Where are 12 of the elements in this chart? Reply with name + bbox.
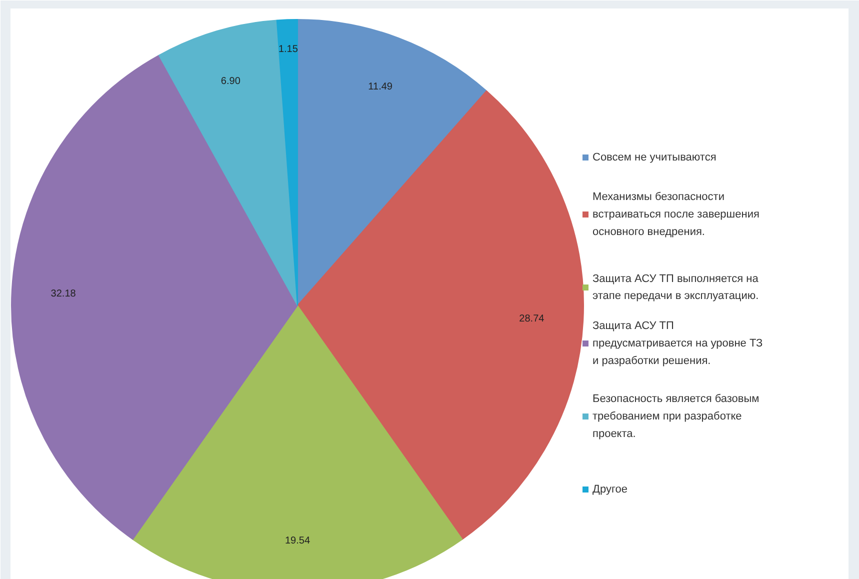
data-label: 32.18 <box>50 288 76 300</box>
data-label: 6.90 <box>220 76 241 88</box>
legend-label: Другое <box>592 484 628 496</box>
data-label: 11.49 <box>368 82 393 93</box>
data-label: 28.74 <box>519 314 545 325</box>
legend-label: Механизмы безопасности встраиваться после завершения основного внедрения. <box>592 191 760 238</box>
data-label: 1.15 <box>278 44 298 55</box>
legend-label: Совсем не учитываются <box>592 152 716 164</box>
legend-label: Защита АСУ ТП предусматривается на уровне ТЗ и разработки решения. <box>592 320 764 367</box>
legend-label: Безопасность является базовым требованием при разработке проекта. <box>592 393 760 440</box>
data-label: 19.54 <box>284 536 310 547</box>
legend-label: Защита АСУ ТП выполняется на этапе передачи в эксплуатацию. <box>592 272 760 302</box>
